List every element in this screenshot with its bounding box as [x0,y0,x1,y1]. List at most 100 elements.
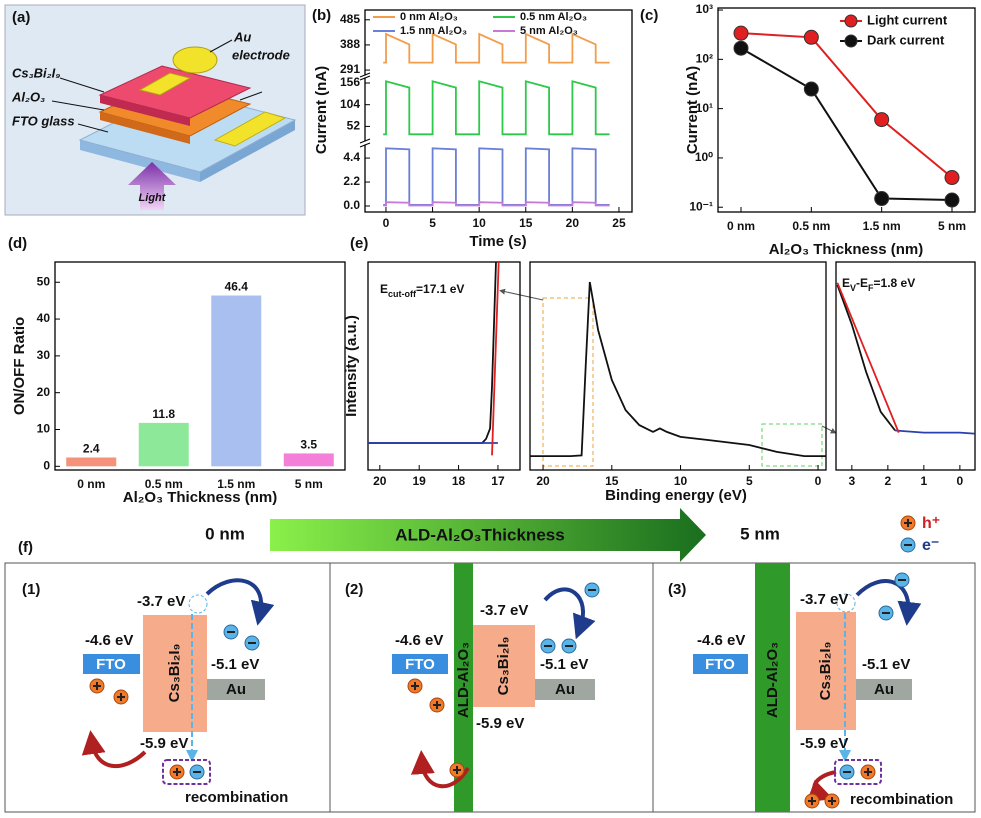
y-tick-label: 0.0 [343,198,360,212]
energy-level: -5.9 eV [800,735,848,752]
series-line [836,282,900,433]
plot-frame [529,261,827,471]
cs3bi2i9-side [100,95,190,126]
y-axis-label: Current (nA) [684,66,701,154]
y-tick-label: 10 [37,422,51,436]
marker [733,40,749,56]
au-electrode-pad [172,46,218,74]
marker [733,25,749,41]
x-tick-label: 1.5 nm [217,477,255,491]
electron-icon [894,572,910,588]
device-label: Al₂O₃ [11,89,45,104]
diagram-label: (3) [668,581,686,598]
x-axis-label: Al₂O₃ Thickness (nm) [123,489,277,506]
y-tick-label: 30 [37,348,51,362]
y-tick-label: 50 [37,274,51,288]
plot-frame [835,261,976,471]
x-tick-label: 25 [612,216,626,230]
x-tick-label: 0 [383,216,390,230]
legend-label: 1.5 nm Al₂O₃ [400,25,467,37]
au-label: Au [874,681,894,698]
marker [803,81,819,97]
y-tick-label: 2.2 [343,174,360,188]
x-tick-label: 5 nm [938,219,966,233]
bar [283,453,334,467]
thickness-arrow [270,508,706,562]
diagram-label: (2) [345,581,363,598]
barrier-layer [755,563,790,812]
barrier-label: ALD-Al₂O₃ [764,642,781,718]
band-diagram-3 [693,563,922,812]
value-label: 3.5 [300,438,317,452]
series-line [491,261,500,456]
axis-break-mark [359,72,371,78]
y-tick-label: 10¹ [696,101,713,115]
electron-icon [189,764,205,780]
x-tick-label: 19 [413,474,427,488]
annotation-part: E [842,276,850,290]
device-label: FTO glass [12,113,75,128]
al2o3-side [100,112,190,144]
x-tick-label: 0 [815,474,822,488]
plot-frame [367,261,521,471]
series-line [383,147,610,206]
bar [66,457,117,467]
leader-line [59,77,105,93]
energy-level: -3.7 eV [800,591,848,608]
y-axis-label: ON/OFF Ratio [11,317,28,415]
electron-icon [223,624,239,640]
marker [803,29,819,45]
series-line [740,32,953,179]
y-tick-label: 156 [340,75,360,89]
glass-side [80,140,200,182]
side-contact [213,111,287,147]
y-tick-label: 291 [340,62,360,76]
electron-icon [561,638,577,654]
absorber-label: Cs₃Bi₂I₉ [166,644,183,703]
bar [138,422,189,467]
legend-label: Light current [867,12,948,27]
x-tick-label: 10 [674,474,688,488]
arrow-start: 0 nm [205,524,245,543]
y-tick-label: 52 [347,119,361,133]
hole-icon [804,793,820,809]
hole-icon [169,764,185,780]
recombination-box [834,759,882,785]
device-label: Cs₃Bi₂I₉ [12,65,60,80]
annotation-part: V [850,283,856,293]
hole-icon [860,764,876,780]
marker [874,112,890,128]
hole-icon [113,689,129,705]
device-label: electrode [232,47,290,62]
axis-break-mark [359,142,371,148]
axis-break-mark [359,138,371,144]
x-tick-label: 10 [472,216,486,230]
fto-label: FTO [96,656,126,673]
y-axis-label: Current (nA) [313,66,330,154]
x-tick-label: 17 [491,474,505,488]
absorber-label: Cs₃Bi₂I₉ [495,637,512,696]
y-tick-label: 10⁰ [695,150,713,164]
zoom-arrow [821,425,837,434]
energy-level: -5.9 eV [476,715,524,732]
x-tick-label: 0 nm [77,477,105,491]
series-line [530,281,826,457]
y-tick-label: 388 [340,37,360,51]
annotation-part: cut-off [388,289,417,299]
annotation: Ecut-off=17.1 eV [380,282,464,299]
series-line [383,32,610,64]
energy-level: -5.1 eV [862,656,910,673]
panel-label: (f) [18,539,33,556]
y-tick-label: 104 [340,97,360,111]
hole-arrow [410,750,470,789]
band-diagram-2 [392,563,600,812]
x-axis-label: Time (s) [469,233,526,250]
arrow-label: ALD-Al₂O₃Thickness [395,525,564,544]
light-arrow [128,162,176,210]
zoom-box [542,297,594,467]
legend-marker [844,34,858,48]
leader-line [51,100,105,111]
y-axis-label: Intensity (a.u.) [343,315,360,417]
value-label: 46.4 [225,280,249,294]
